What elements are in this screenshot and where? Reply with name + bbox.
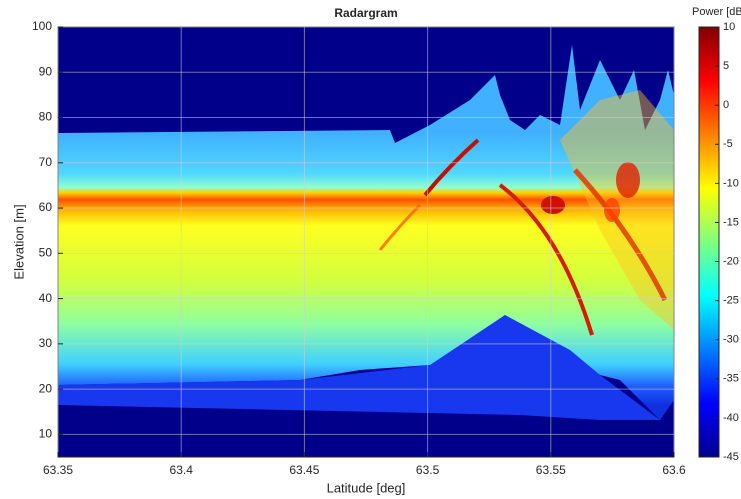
colorbar-tick-label: -30 [723,334,739,346]
x-tick-label: 63.45 [289,463,319,477]
x-tick-label: 63.5 [416,463,440,477]
y-tick-label: 100 [32,19,52,33]
colorbar [698,26,720,458]
radargram-image [58,27,674,457]
x-tick-label: 63.35 [43,463,73,477]
x-tick-label: 63.6 [662,463,686,477]
y-tick-label: 50 [39,245,53,259]
y-tick-label: 70 [39,155,53,169]
y-tick-label: 80 [39,110,53,124]
colorbar-tick-label: 0 [723,99,729,111]
y-tick-label: 30 [39,336,53,350]
x-tick-label: 63.55 [536,463,566,477]
colorbar-label: Power [dB] [692,6,741,18]
y-tick-label: 60 [39,200,53,214]
y-tick-label: 10 [39,427,53,441]
colorbar-tick-label: -5 [723,138,733,150]
x-tick-label: 63.4 [170,463,194,477]
colorbar-tick-label: -45 [723,451,739,463]
y-tick-label: 20 [39,381,53,395]
colorbar-tick-label: 10 [723,21,735,33]
colorbar-tick-label: -25 [723,295,739,307]
y-tick-label: 90 [39,64,53,78]
colorbar-tick-label: 5 [723,60,729,72]
x-axis-label: Latitude [deg] [327,480,406,495]
chart-title: Radargram [334,6,397,20]
colorbar-tick-label: -10 [723,177,739,189]
y-tick-label: 40 [39,291,53,305]
colorbar-tick-label: -35 [723,373,739,385]
colorbar-tick-label: -15 [723,216,739,228]
y-axis-label: Elevation [m] [11,204,26,279]
colorbar-tick-label: -40 [723,412,739,424]
colorbar-tick-label: -20 [723,255,739,267]
